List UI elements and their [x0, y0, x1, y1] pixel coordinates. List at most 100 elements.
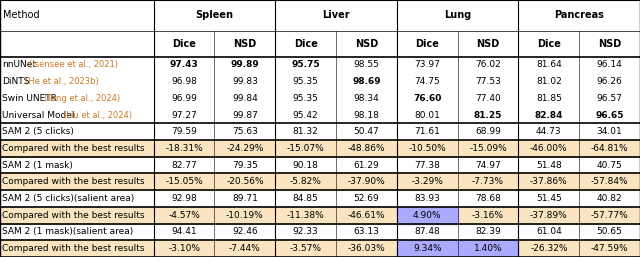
Text: 4.90%: 4.90% — [413, 211, 442, 220]
Text: 98.55: 98.55 — [353, 60, 380, 69]
Text: 99.89: 99.89 — [230, 60, 259, 69]
Text: 50.47: 50.47 — [353, 127, 380, 136]
Text: 99.84: 99.84 — [232, 94, 258, 103]
Text: 83.93: 83.93 — [414, 194, 440, 203]
Text: 76.02: 76.02 — [475, 60, 501, 69]
Text: -11.38%: -11.38% — [287, 211, 324, 220]
Text: Lung: Lung — [444, 11, 471, 20]
Text: 76.60: 76.60 — [413, 94, 442, 103]
Text: NSD: NSD — [476, 39, 500, 49]
Text: 77.38: 77.38 — [414, 161, 440, 170]
Text: -36.03%: -36.03% — [348, 244, 385, 253]
Text: 96.26: 96.26 — [596, 77, 623, 86]
Text: 95.35: 95.35 — [292, 77, 319, 86]
Text: Compared with the best results: Compared with the best results — [2, 211, 145, 220]
Text: -37.86%: -37.86% — [530, 177, 568, 186]
Text: 82.84: 82.84 — [534, 111, 563, 120]
Text: -57.84%: -57.84% — [591, 177, 628, 186]
Text: 51.48: 51.48 — [536, 161, 562, 170]
Text: DiNTS: DiNTS — [2, 77, 29, 86]
Text: 90.18: 90.18 — [292, 161, 319, 170]
Text: Pancreas: Pancreas — [554, 11, 604, 20]
Text: Compared with the best results: Compared with the best results — [2, 144, 145, 153]
Text: -24.29%: -24.29% — [226, 144, 264, 153]
Text: 52.69: 52.69 — [353, 194, 380, 203]
Text: 79.35: 79.35 — [232, 161, 258, 170]
Text: 77.53: 77.53 — [475, 77, 501, 86]
Text: 44.73: 44.73 — [536, 127, 562, 136]
Text: (Isensee et al., 2021): (Isensee et al., 2021) — [29, 60, 118, 69]
Text: -26.32%: -26.32% — [530, 244, 568, 253]
Text: 81.64: 81.64 — [536, 60, 562, 69]
Text: 97.43: 97.43 — [170, 60, 198, 69]
Text: SAM 2 (5 clicks)(salient area): SAM 2 (5 clicks)(salient area) — [2, 194, 134, 203]
Text: 75.63: 75.63 — [232, 127, 258, 136]
Text: 61.29: 61.29 — [353, 161, 380, 170]
Text: -3.10%: -3.10% — [168, 244, 200, 253]
Text: 96.14: 96.14 — [596, 60, 623, 69]
Text: 99.87: 99.87 — [232, 111, 258, 120]
Text: 81.85: 81.85 — [536, 94, 562, 103]
Text: 98.18: 98.18 — [353, 111, 380, 120]
Text: 77.40: 77.40 — [475, 94, 501, 103]
Text: 50.65: 50.65 — [596, 227, 623, 236]
Text: Liver: Liver — [323, 11, 350, 20]
Text: 79.59: 79.59 — [171, 127, 197, 136]
Text: (Liu et al., 2024): (Liu et al., 2024) — [63, 111, 132, 120]
Text: -46.00%: -46.00% — [530, 144, 568, 153]
Text: Spleen: Spleen — [195, 11, 234, 20]
Text: SAM 2 (5 clicks): SAM 2 (5 clicks) — [2, 127, 74, 136]
Text: -15.09%: -15.09% — [469, 144, 507, 153]
Text: 81.02: 81.02 — [536, 77, 562, 86]
Text: -4.57%: -4.57% — [168, 211, 200, 220]
Text: NSD: NSD — [355, 39, 378, 49]
Text: Dice: Dice — [537, 39, 561, 49]
Text: Dice: Dice — [294, 39, 317, 49]
Text: Dice: Dice — [415, 39, 439, 49]
Text: -37.89%: -37.89% — [530, 211, 568, 220]
Text: 1.40%: 1.40% — [474, 244, 502, 253]
Text: Method: Method — [3, 11, 40, 20]
Text: 97.27: 97.27 — [172, 111, 197, 120]
Text: 81.32: 81.32 — [293, 127, 319, 136]
Text: -48.86%: -48.86% — [348, 144, 385, 153]
Text: 40.75: 40.75 — [596, 161, 623, 170]
Text: 92.46: 92.46 — [232, 227, 258, 236]
Text: 51.45: 51.45 — [536, 194, 562, 203]
Text: 96.98: 96.98 — [171, 77, 197, 86]
Text: -3.29%: -3.29% — [412, 177, 443, 186]
Text: 95.35: 95.35 — [292, 94, 319, 103]
Text: 74.97: 74.97 — [475, 161, 501, 170]
Text: 34.01: 34.01 — [596, 127, 623, 136]
Text: Compared with the best results: Compared with the best results — [2, 244, 145, 253]
Text: 87.48: 87.48 — [414, 227, 440, 236]
Text: 89.71: 89.71 — [232, 194, 258, 203]
Text: -20.56%: -20.56% — [226, 177, 264, 186]
Text: 92.33: 92.33 — [293, 227, 319, 236]
Text: -7.44%: -7.44% — [229, 244, 260, 253]
Text: 73.97: 73.97 — [414, 60, 440, 69]
Text: 82.39: 82.39 — [475, 227, 501, 236]
Text: 71.61: 71.61 — [414, 127, 440, 136]
Text: -10.19%: -10.19% — [226, 211, 264, 220]
Text: Compared with the best results: Compared with the best results — [2, 177, 145, 186]
Text: -46.61%: -46.61% — [348, 211, 385, 220]
Text: (Tang et al., 2024): (Tang et al., 2024) — [44, 94, 120, 103]
Text: -47.59%: -47.59% — [591, 244, 628, 253]
Text: 63.13: 63.13 — [353, 227, 380, 236]
Text: 96.99: 96.99 — [171, 94, 197, 103]
Text: -3.16%: -3.16% — [472, 211, 504, 220]
Text: -15.07%: -15.07% — [287, 144, 324, 153]
Text: 95.75: 95.75 — [291, 60, 320, 69]
Text: 98.34: 98.34 — [353, 94, 380, 103]
Text: -3.57%: -3.57% — [290, 244, 322, 253]
Text: 80.01: 80.01 — [414, 111, 440, 120]
Text: 99.83: 99.83 — [232, 77, 258, 86]
Text: 98.69: 98.69 — [352, 77, 381, 86]
Text: -5.82%: -5.82% — [290, 177, 322, 186]
Text: 74.75: 74.75 — [414, 77, 440, 86]
Text: nnUNet: nnUNet — [2, 60, 36, 69]
Text: SAM 2 (1 mask)(salient area): SAM 2 (1 mask)(salient area) — [2, 227, 133, 236]
Text: 61.04: 61.04 — [536, 227, 562, 236]
Text: 95.42: 95.42 — [293, 111, 319, 120]
